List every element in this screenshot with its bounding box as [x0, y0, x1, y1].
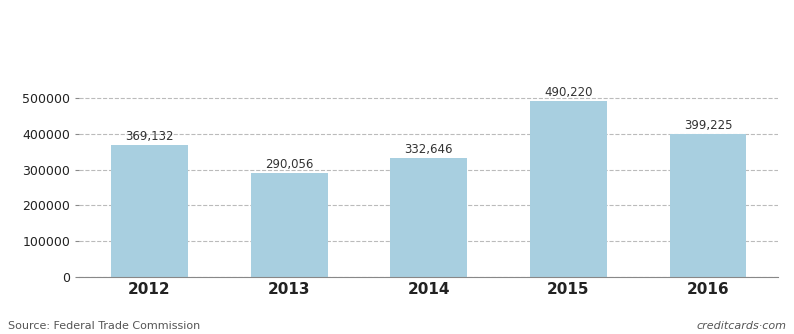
Text: Source: Federal Trade Commission: Source: Federal Trade Commission [8, 321, 200, 331]
Bar [530, 101, 607, 277]
Text: 290,056: 290,056 [265, 158, 314, 171]
Bar [111, 145, 188, 277]
Text: 490,220: 490,220 [544, 86, 592, 99]
Bar [669, 134, 746, 277]
Text: Number of identity theft complaints (last 5 years): Number of identity theft complaints (las… [64, 25, 730, 49]
Text: creditcards·com: creditcards·com [696, 321, 786, 331]
Bar [391, 158, 467, 277]
Bar [251, 173, 328, 277]
Text: 369,132: 369,132 [125, 130, 174, 143]
Text: 399,225: 399,225 [684, 119, 732, 132]
Text: 332,646: 332,646 [404, 143, 453, 156]
